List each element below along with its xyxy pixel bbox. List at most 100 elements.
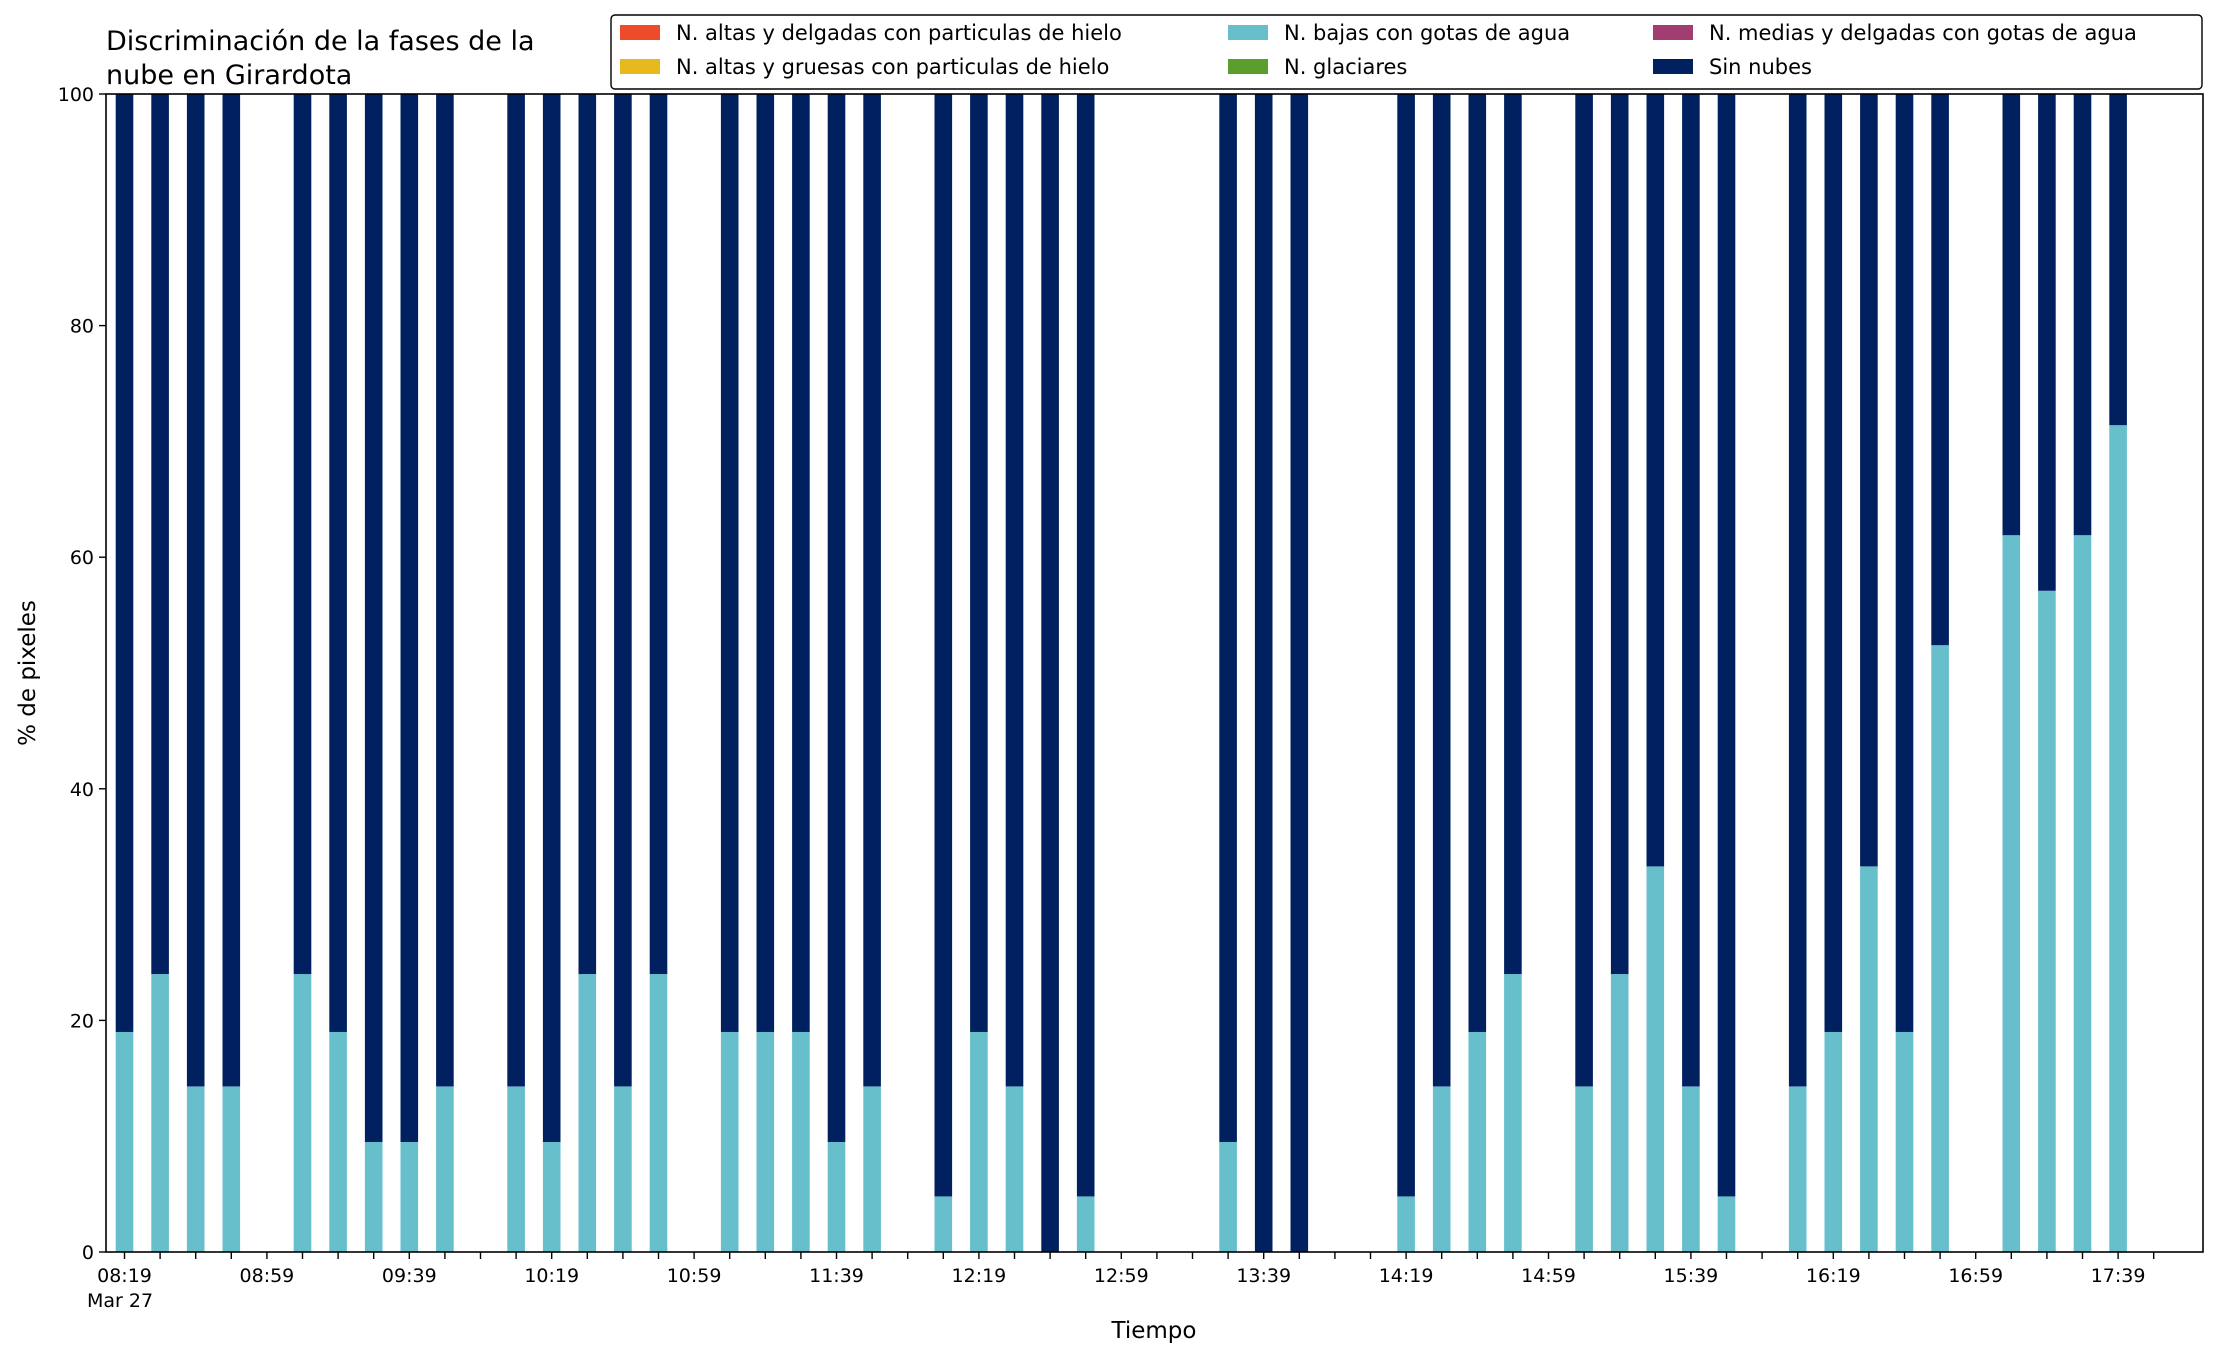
bar-sin-nubes-12:09	[934, 94, 953, 1197]
bar-nubes-bajas-11:29	[792, 1031, 810, 1252]
bar-nubes-bajas-09:49	[436, 1086, 454, 1252]
bar-sin-nubes-16:19	[1824, 94, 1843, 1032]
legend-items: N. altas y delgadas con particulas de hi…	[620, 21, 2137, 79]
bar-sin-nubes-09:39	[400, 94, 419, 1142]
chart-title-line-2: nube en Girardota	[106, 60, 352, 91]
x-axis-ticks: 08:19 08:59 09:39 10:19 10:59 11:39 12:19 12:59…	[97, 1252, 2155, 1287]
bar-sin-nubes-13:49	[1290, 94, 1309, 1252]
bar-nubes-bajas-11:09	[720, 1031, 739, 1252]
legend-box	[610, 14, 2203, 90]
legend: N. altas y delgadas con particulas de hi…	[610, 14, 2203, 90]
bar-nubes-bajas-15:49	[1717, 1196, 1736, 1252]
bar-sin-nubes-10:09	[507, 94, 525, 1087]
legend-swatch	[620, 59, 660, 74]
bar-sin-nubes-15:29	[1646, 94, 1665, 867]
bar-nubes-bajas-14:29	[1432, 1086, 1451, 1252]
bar-sin-nubes-15:09	[1575, 94, 1593, 1087]
bar-nubes-bajas-10:29	[578, 974, 597, 1252]
bar-sin-nubes-09:19	[329, 94, 347, 1032]
x-tick-label: 10:59	[667, 1265, 722, 1287]
y-tick-label: 40	[70, 779, 94, 801]
bar-nubes-bajas-16:19	[1824, 1031, 1843, 1252]
x-tick-label: 08:19	[97, 1265, 152, 1287]
bar-nubes-bajas-12:29	[1005, 1086, 1024, 1252]
bar-sin-nubes-14:39	[1468, 94, 1487, 1032]
x-tick-label: 11:39	[809, 1265, 864, 1287]
bar-nubes-bajas-08:19	[115, 1031, 134, 1252]
bar-nubes-bajas-10:19	[542, 1141, 561, 1252]
bar-sin-nubes-14:19	[1397, 94, 1415, 1197]
bar-sin-nubes-14:49	[1504, 94, 1522, 975]
bar-sin-nubes-08:19	[115, 94, 134, 1032]
bar-sin-nubes-15:49	[1717, 94, 1736, 1197]
bar-sin-nubes-12:29	[1005, 94, 1024, 1087]
x-tick-sublabel: Mar 27	[87, 1290, 153, 1312]
bar-nubes-bajas-09:29	[364, 1141, 383, 1252]
x-tick-label: 13:39	[1236, 1265, 1291, 1287]
bar-nubes-bajas-14:19	[1397, 1196, 1415, 1252]
bar-nubes-bajas-11:19	[756, 1031, 775, 1252]
bar-sin-nubes-08:39	[186, 94, 205, 1087]
bar-nubes-bajas-16:09	[1788, 1086, 1807, 1252]
bar-nubes-bajas-08:39	[186, 1086, 205, 1252]
legend-label: N. bajas con gotas de agua	[1284, 21, 1570, 45]
bar-nubes-bajas-17:09	[2002, 535, 2021, 1252]
bar-nubes-bajas-11:39	[827, 1141, 846, 1252]
bar-sin-nubes-11:09	[720, 94, 739, 1032]
bar-nubes-bajas-15:19	[1610, 974, 1629, 1252]
bar-nubes-bajas-09:09	[293, 974, 312, 1252]
legend-swatch	[1228, 59, 1268, 74]
plot-frame	[105, 93, 2204, 1253]
x-tick-label: 15:39	[1664, 1265, 1719, 1287]
bar-nubes-bajas-16:49	[1931, 645, 1949, 1252]
x-tick-label: 16:59	[1948, 1265, 2003, 1287]
y-tick-label: 0	[82, 1242, 94, 1264]
y-tick-label: 80	[70, 316, 94, 338]
bar-nubes-bajas-12:49	[1076, 1196, 1095, 1252]
bar-sin-nubes-15:19	[1610, 94, 1629, 975]
bar-sin-nubes-13:29	[1219, 94, 1237, 1142]
bar-nubes-bajas-10:39	[614, 1086, 632, 1252]
legend-label: N. altas y delgadas con particulas de hi…	[676, 21, 1122, 45]
bar-sin-nubes-16:39	[1895, 94, 1914, 1032]
bar-sin-nubes-10:39	[614, 94, 632, 1087]
y-axis-ticks: 0 20 40 60 80 100	[58, 84, 106, 1264]
x-tick-label: 17:39	[2091, 1265, 2146, 1287]
bar-nubes-bajas-14:39	[1468, 1031, 1487, 1252]
x-tick-label: 14:19	[1379, 1265, 1434, 1287]
bar-sin-nubes-09:09	[293, 94, 312, 975]
x-tick-label: 12:19	[952, 1265, 1007, 1287]
bar-nubes-bajas-09:39	[400, 1141, 419, 1252]
bar-nubes-bajas-14:49	[1504, 974, 1522, 1252]
bar-nubes-bajas-08:29	[151, 974, 169, 1252]
bar-sin-nubes-17:39	[2109, 94, 2127, 426]
y-axis-label: % de pixeles	[15, 600, 41, 746]
bar-sin-nubes-11:39	[827, 94, 846, 1142]
x-tick-label: 10:19	[524, 1265, 579, 1287]
bar-sin-nubes-10:19	[542, 94, 561, 1142]
bar-sin-nubes-12:49	[1076, 94, 1095, 1197]
bar-nubes-bajas-10:09	[507, 1086, 525, 1252]
bar-sin-nubes-16:29	[1860, 94, 1878, 867]
y-tick-label: 60	[70, 547, 94, 569]
bar-nubes-bajas-17:19	[2038, 590, 2056, 1252]
legend-swatch	[620, 25, 660, 40]
bar-sin-nubes-14:29	[1432, 94, 1451, 1087]
x-tick-label: 09:39	[382, 1265, 437, 1287]
x-tick-label: 08:59	[240, 1265, 295, 1287]
bar-sin-nubes-08:29	[151, 94, 169, 975]
bar-sin-nubes-11:29	[792, 94, 810, 1032]
bar-sin-nubes-09:49	[436, 94, 454, 1087]
bar-nubes-bajas-17:39	[2109, 425, 2127, 1252]
chart-title-line-1: Discriminación de la fases de la	[106, 26, 535, 57]
legend-label: Sin nubes	[1709, 55, 1812, 79]
bar-nubes-bajas-15:29	[1646, 866, 1665, 1252]
bar-nubes-bajas-11:49	[863, 1086, 881, 1252]
y-tick-label: 100	[58, 84, 94, 106]
bar-sin-nubes-11:19	[756, 94, 775, 1032]
bar-nubes-bajas-08:49	[222, 1086, 241, 1252]
bar-nubes-bajas-17:29	[2073, 535, 2092, 1252]
legend-label: N. altas y gruesas con particulas de hie…	[676, 55, 1109, 79]
bar-sin-nubes-10:49	[649, 94, 668, 975]
